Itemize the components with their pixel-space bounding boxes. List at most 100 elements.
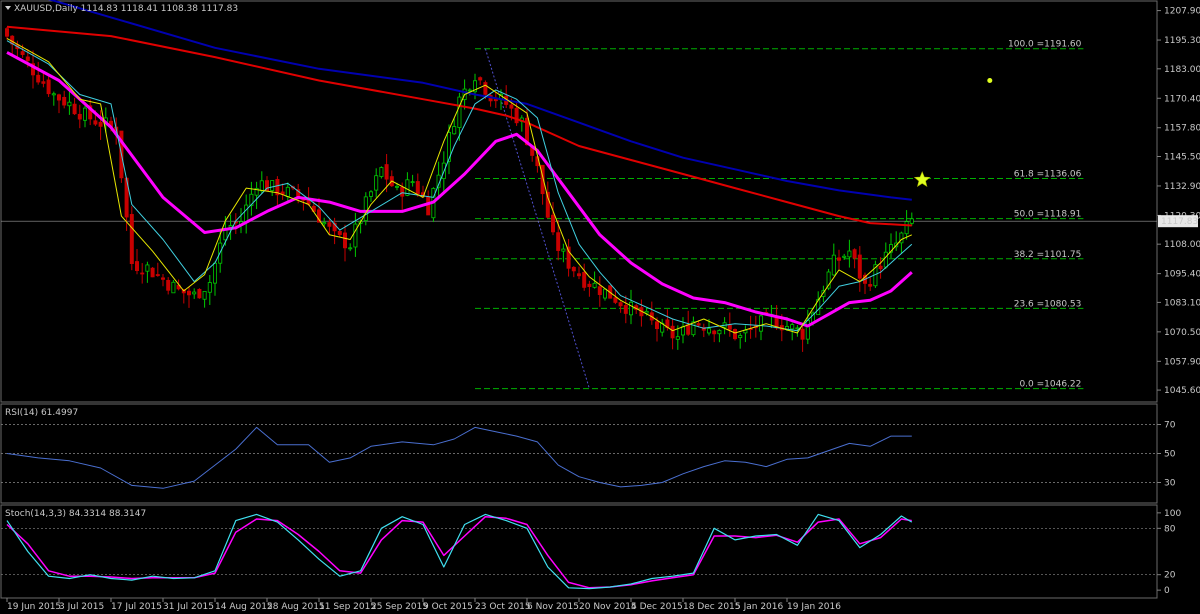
bull-candle: [254, 187, 259, 196]
bear-candle: [342, 232, 347, 249]
bear-candle: [733, 329, 738, 340]
bear-candle: [478, 77, 483, 81]
bear-candle: [712, 330, 717, 335]
bear-candle: [857, 254, 862, 279]
bear-candle: [837, 257, 842, 261]
bear-candle: [618, 302, 623, 307]
bull-candle: [592, 282, 597, 288]
bear-candle: [88, 105, 93, 120]
rsi-title: RSI(14) 61.4997: [5, 408, 78, 418]
date-tick-label: 5 Jan 2016: [735, 602, 783, 612]
bear-candle: [5, 28, 10, 37]
bull-candle: [805, 320, 810, 340]
current-price-box: 1117.83: [1158, 215, 1198, 228]
bull-candle: [681, 326, 686, 336]
bear-candle: [525, 117, 530, 146]
fib-trendline: [484, 48, 590, 389]
bull-candle: [51, 93, 56, 96]
bull-candle: [379, 167, 384, 177]
bull-candle: [285, 186, 290, 198]
bear-candle: [597, 286, 602, 295]
date-tick-label: 6 Nov 2015: [527, 602, 579, 612]
bull-candle: [410, 181, 415, 184]
ema-cyan-line: [6, 40, 913, 332]
bull-candle: [368, 191, 373, 197]
bear-candle: [316, 209, 321, 223]
ema-yellow-line: [6, 37, 913, 334]
bear-candle: [878, 265, 883, 270]
bear-candle: [57, 94, 62, 101]
bear-candle: [160, 277, 165, 280]
bear-candle: [264, 180, 269, 192]
bear-candle: [233, 221, 238, 224]
bull-candle: [847, 250, 852, 258]
stoch-main-line: [6, 513, 913, 590]
bull-candle: [457, 96, 462, 128]
date-tick-label: 18 Dec 2015: [683, 602, 741, 612]
bull-candle: [904, 221, 909, 235]
rsi-tick-label: 50: [1164, 450, 1176, 460]
bull-candle: [629, 301, 634, 316]
bull-candle: [212, 262, 217, 284]
bull-candle: [842, 255, 847, 258]
price-tick-label: 1207.90: [1164, 7, 1200, 17]
bear-candle: [41, 81, 46, 84]
fib-level-label: 50.0 =1118.91: [1014, 210, 1082, 220]
bull-candle: [207, 282, 212, 293]
bull-candle: [171, 281, 176, 294]
bull-candle: [644, 310, 649, 314]
date-tick-label: 31 Jul 2015: [163, 602, 214, 612]
bull-candle: [270, 180, 275, 191]
bull-candle: [259, 180, 264, 192]
stoch-panel: 100 80 20 0 Stoch(14,3,3) 84.3314 88.3147: [0, 504, 1181, 599]
bear-candle: [613, 297, 618, 303]
sma-red-line: [6, 25, 912, 227]
fib-level-label: 23.6 =1080.53: [1014, 299, 1082, 309]
bear-candle: [25, 56, 30, 61]
chart-header: XAUUSD,Daily 1114.83 1118.41 1108.38 111…: [5, 4, 238, 14]
bull-candle: [759, 315, 764, 332]
date-tick-label: 4 Dec 2015: [631, 602, 683, 612]
bull-candle: [795, 327, 800, 330]
bear-candle: [868, 284, 873, 287]
bear-candle: [337, 231, 342, 235]
bull-candle: [348, 247, 353, 250]
price-tick-label: 1108.00: [1164, 240, 1200, 250]
bear-candle: [186, 290, 191, 296]
bear-candle: [514, 107, 519, 124]
price-tick-label: 1057.90: [1164, 357, 1200, 367]
dot-marker: [987, 77, 993, 83]
rsi-tick-label: 70: [1164, 421, 1176, 431]
date-tick-label: 9 Oct 2015: [423, 602, 473, 612]
date-tick-label: 11 Sep 2015: [319, 602, 376, 612]
bear-candle: [400, 187, 405, 197]
date-tick-label: 14 Aug 2015: [215, 602, 273, 612]
bull-candle: [374, 175, 379, 191]
bull-candle: [244, 204, 249, 223]
bull-candle: [83, 107, 88, 121]
stoch-signal-line: [6, 515, 912, 589]
price-tick-label: 1145.50: [1164, 152, 1200, 162]
date-tick-label: 19 Jan 2016: [787, 602, 841, 612]
bull-candle: [707, 328, 712, 334]
stoch-tick-label: 100: [1164, 509, 1181, 519]
bear-candle: [98, 121, 103, 127]
bull-candle: [738, 335, 743, 339]
bull-candle: [322, 222, 327, 225]
chevron-down-icon: [5, 6, 11, 10]
bear-candle: [62, 96, 67, 106]
bear-candle: [852, 249, 857, 259]
stoch-title: Stoch(14,3,3) 84.3314 88.3147: [5, 509, 146, 519]
bull-candle: [353, 223, 358, 248]
bear-candle: [800, 328, 805, 340]
bear-candle: [415, 181, 420, 195]
bear-candle: [30, 63, 35, 76]
bear-candle: [155, 274, 160, 276]
date-tick-label: 17 Jul 2015: [111, 602, 162, 612]
bull-candle: [405, 179, 410, 196]
bear-candle: [46, 79, 51, 95]
bear-candle: [20, 51, 25, 55]
price-tick-label: 1183.00: [1164, 65, 1200, 75]
